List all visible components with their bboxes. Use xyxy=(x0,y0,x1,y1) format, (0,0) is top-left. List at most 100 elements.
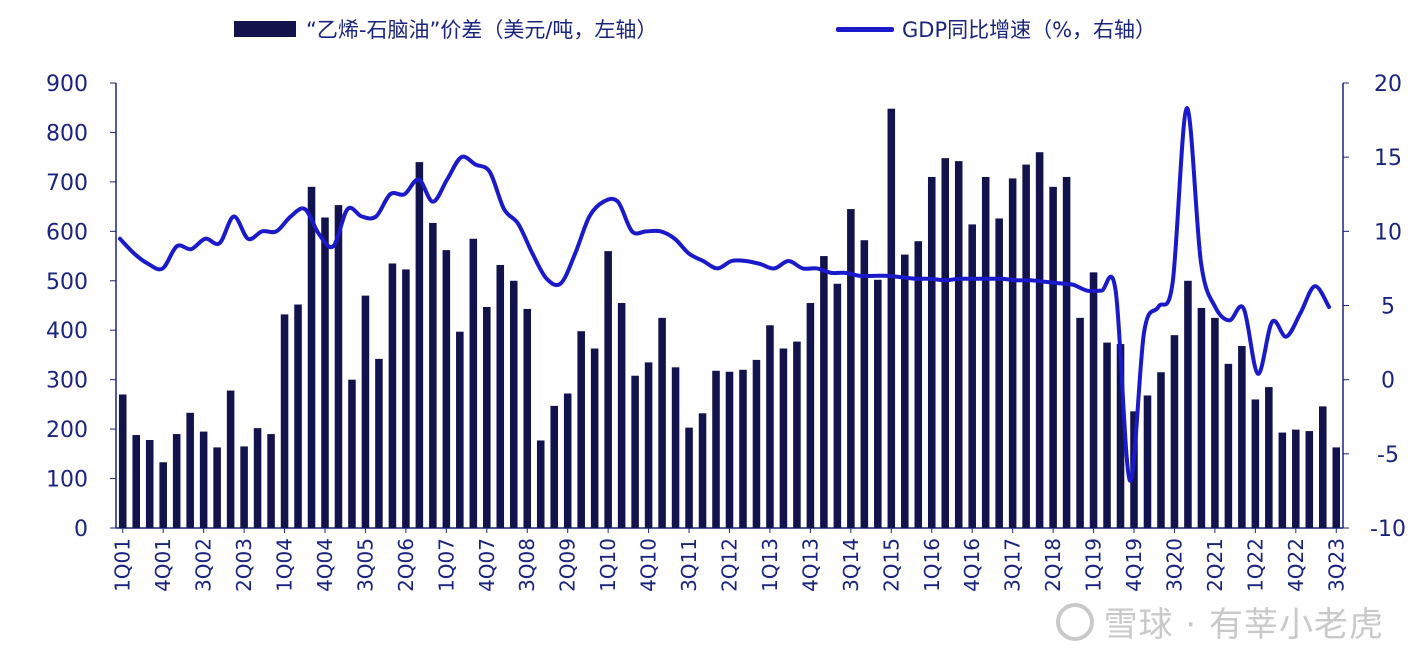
x-tick-label: 1Q07 xyxy=(434,538,458,592)
bar xyxy=(132,435,141,528)
bar xyxy=(1049,186,1057,529)
left-tick-label: 300 xyxy=(46,369,88,394)
bar xyxy=(671,367,680,528)
x-tick-label: 4Q10 xyxy=(637,538,661,592)
bar xyxy=(1022,164,1030,529)
right-tick-label: 5 xyxy=(1381,295,1395,320)
bar xyxy=(375,358,383,528)
bar xyxy=(509,280,518,528)
x-tick-label: 3Q17 xyxy=(1001,538,1025,592)
bar xyxy=(1076,317,1084,528)
bar xyxy=(388,263,397,528)
watermark: 雪球 · 有莘小老虎 xyxy=(1055,597,1384,646)
bar xyxy=(901,254,909,529)
bar xyxy=(1103,342,1111,528)
x-tick-label: 2Q21 xyxy=(1203,538,1227,592)
bar xyxy=(1157,372,1165,528)
bar xyxy=(523,308,532,528)
bar xyxy=(1265,387,1273,528)
bar xyxy=(429,222,437,528)
x-tick-label: 4Q22 xyxy=(1284,538,1308,592)
watermark-text: 雪球 · 有莘小老虎 xyxy=(1103,605,1384,645)
bar xyxy=(1170,335,1179,528)
bar xyxy=(186,412,194,528)
bar xyxy=(199,431,208,528)
legend-item-bar: “乙烯-石脑油”价差（美元/吨，左轴） xyxy=(234,14,657,44)
x-tick-label: 3Q11 xyxy=(677,538,701,592)
bar xyxy=(145,439,154,528)
bar xyxy=(995,218,1003,528)
bar xyxy=(536,440,545,528)
legend-line-label: GDP同比增速（%，右轴） xyxy=(902,18,1157,42)
bar xyxy=(402,269,410,528)
right-tick-label: -5 xyxy=(1377,443,1399,468)
bar xyxy=(415,162,424,528)
x-tick-label: 2Q12 xyxy=(718,538,742,592)
bar xyxy=(1224,363,1233,528)
bar xyxy=(1089,272,1098,528)
x-tick-label: 1Q10 xyxy=(596,538,620,592)
bar xyxy=(253,428,262,528)
bar xyxy=(874,279,882,528)
right-tick-label: -10 xyxy=(1370,517,1406,542)
left-tick-label: 800 xyxy=(46,121,88,146)
bar xyxy=(334,205,343,528)
tick-labels: 0 100 200 300 400 500 600 700 800 900 -10 -5 0 5 10 15 2… xyxy=(46,72,1406,592)
left-tick-label: 100 xyxy=(46,468,88,493)
right-tick-label: 0 xyxy=(1381,369,1395,394)
bar xyxy=(307,186,316,529)
left-tick-label: 200 xyxy=(46,418,88,443)
legend-line-swatch xyxy=(836,26,894,32)
bar xyxy=(644,362,653,528)
right-tick-label: 15 xyxy=(1374,146,1402,171)
bar xyxy=(563,393,572,528)
bar xyxy=(968,224,976,528)
bar xyxy=(1251,399,1260,528)
x-tick-label: 3Q08 xyxy=(515,538,539,592)
bar xyxy=(631,375,639,528)
bar xyxy=(577,331,585,528)
x-tick-label: 4Q04 xyxy=(313,538,337,592)
bar xyxy=(1062,176,1071,528)
bar xyxy=(712,370,720,528)
bar xyxy=(267,434,275,528)
bar xyxy=(766,325,774,528)
bar xyxy=(860,240,869,528)
x-tick-label: 1Q01 xyxy=(111,538,135,592)
bar-series xyxy=(118,108,1341,529)
bar xyxy=(1332,447,1341,528)
x-tick-label: 1Q04 xyxy=(273,538,297,592)
legend-item-line: GDP同比增速（%，右轴） xyxy=(836,14,1156,44)
gdp-growth-line xyxy=(118,106,1331,483)
bar xyxy=(1238,346,1246,528)
bar xyxy=(442,250,451,528)
left-tick-label: 900 xyxy=(46,72,88,97)
x-tick-label: 2Q06 xyxy=(394,538,418,592)
bar xyxy=(172,434,181,528)
bar xyxy=(348,379,356,528)
right-tick-label: 10 xyxy=(1374,220,1402,245)
bar xyxy=(914,241,923,528)
bar xyxy=(483,306,491,528)
bar xyxy=(361,295,370,528)
bar xyxy=(981,176,990,528)
bar xyxy=(1278,432,1287,528)
x-tick-label: 2Q09 xyxy=(556,538,580,592)
legend-bar-swatch xyxy=(234,21,296,37)
bar xyxy=(847,209,855,529)
bar xyxy=(806,303,815,528)
right-tick-label: 20 xyxy=(1374,72,1402,97)
bar xyxy=(321,217,329,528)
bar xyxy=(118,394,127,528)
x-tick-label: 1Q22 xyxy=(1243,538,1267,592)
bar xyxy=(240,446,248,528)
bar xyxy=(1035,152,1044,528)
bar xyxy=(887,108,896,528)
bar xyxy=(927,176,936,528)
left-tick-label: 700 xyxy=(46,171,88,196)
bar xyxy=(617,303,626,528)
legend-bar-label: “乙烯-石脑油”价差（美元/吨，左轴） xyxy=(306,18,658,42)
bar xyxy=(954,161,963,528)
x-tick-label: 2Q15 xyxy=(879,538,903,592)
x-tick-label: 1Q19 xyxy=(1082,538,1106,592)
